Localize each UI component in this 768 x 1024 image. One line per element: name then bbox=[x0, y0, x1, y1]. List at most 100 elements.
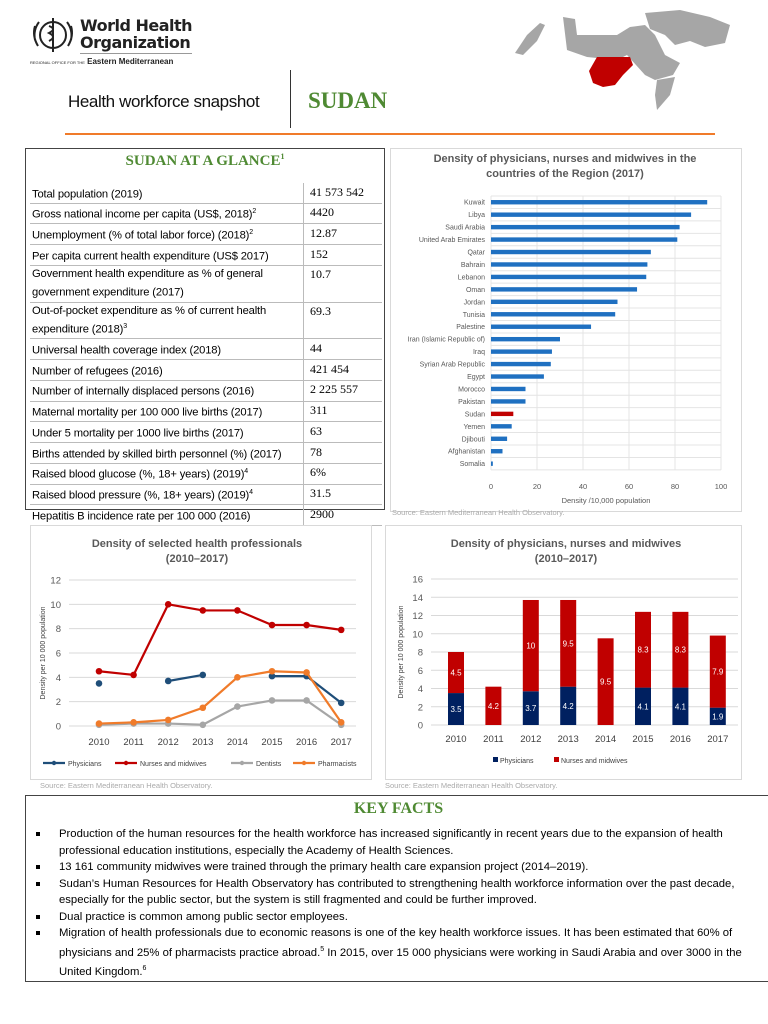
bar-physicians bbox=[448, 693, 464, 725]
fact-text: 13 161 community midwives were trained t… bbox=[59, 861, 589, 873]
indicator-label: Gross national income per capita (US$, 2… bbox=[30, 203, 304, 225]
indicator-value: 78 bbox=[303, 442, 382, 464]
data-label: 4.2 bbox=[563, 702, 575, 711]
y-tick-label: 0 bbox=[56, 722, 61, 733]
bar-physicians bbox=[709, 707, 726, 725]
indicator-value: 2900 bbox=[303, 504, 382, 527]
x-tick-label: 2014 bbox=[595, 734, 616, 745]
indicator-label-text: Universal health coverage index (2018) bbox=[32, 344, 221, 357]
table-row: Raised blood pressure (%, 18+ years) (20… bbox=[30, 484, 382, 506]
data-label: 9.5 bbox=[600, 678, 612, 687]
bar-qatar bbox=[491, 249, 651, 255]
indicator-label: Per capita current health expenditure (U… bbox=[30, 244, 304, 266]
data-point bbox=[337, 626, 345, 634]
indicator-label-text: Hepatitis B incidence rate per 100 000 (… bbox=[32, 510, 251, 523]
country-name: SUDAN bbox=[308, 88, 388, 113]
key-facts-panel: KEY FACTS Production of the human resour… bbox=[25, 795, 768, 982]
table-row: Total population (2019) 41 573 542 bbox=[30, 183, 382, 204]
indicator-label-text: Government health expenditure as % of ge… bbox=[32, 268, 263, 300]
list-item: Dual practice is common among public sec… bbox=[34, 909, 761, 926]
data-point bbox=[164, 677, 172, 685]
footnote-ref: 1 bbox=[280, 152, 285, 161]
document-title: Health workforce snapshot bbox=[68, 92, 260, 111]
bar-physicians bbox=[635, 687, 651, 725]
indicator-label-text: Unemployment (% of total labor force) (2… bbox=[32, 229, 250, 242]
data-point bbox=[234, 607, 241, 614]
data-point bbox=[199, 704, 207, 712]
category-label: Somalia bbox=[460, 461, 485, 468]
indicator-label-text: Births attended by skilled birth personn… bbox=[32, 448, 282, 461]
chart1-source: Source: Eastern Mediterranean Health Obs… bbox=[392, 508, 565, 517]
category-label: United Arab Emirates bbox=[419, 237, 486, 244]
data-label: 1.9 bbox=[712, 712, 724, 721]
table-row: Raised blood glucose (%, 18+ years) (201… bbox=[30, 463, 382, 485]
y-tick-label: 4 bbox=[56, 673, 61, 684]
category-label: Morocco bbox=[458, 386, 485, 393]
bar-afghanistan bbox=[491, 449, 503, 454]
list-item: 13 161 community midwives were trained t… bbox=[34, 859, 761, 876]
data-point bbox=[268, 621, 276, 629]
category-label: Lebanon bbox=[458, 274, 485, 281]
x-tick-label: 2011 bbox=[123, 737, 143, 748]
indicator-label: Births attended by skilled birth personn… bbox=[30, 442, 304, 464]
series-line-physicians bbox=[168, 673, 203, 683]
category-label: Saudi Arabia bbox=[445, 225, 485, 232]
category-label: Kuwait bbox=[464, 200, 485, 207]
legend-label: Pharmacists bbox=[318, 761, 357, 768]
legend-swatch bbox=[493, 757, 498, 762]
data-point bbox=[130, 671, 137, 679]
key-facts-list: Production of the human resources for th… bbox=[34, 826, 761, 980]
data-label: 4.1 bbox=[675, 702, 687, 711]
y-tick-label: 10 bbox=[50, 600, 61, 611]
category-label: Oman bbox=[466, 287, 485, 294]
category-label: Djibouti bbox=[462, 436, 486, 443]
table-row: Government health expenditure as % of ge… bbox=[30, 265, 382, 303]
chart-subtitle: (2010–2017) bbox=[166, 553, 229, 565]
data-point bbox=[95, 667, 103, 675]
data-point bbox=[303, 669, 310, 676]
list-item: Production of the human resources for th… bbox=[34, 826, 761, 859]
org-name-line1: World Health bbox=[80, 16, 193, 35]
y-tick-label: 12 bbox=[412, 611, 423, 622]
y-tick-label: 2 bbox=[418, 702, 423, 713]
data-label: 3.5 bbox=[450, 705, 462, 714]
x-tick-label: 2010 bbox=[445, 734, 466, 745]
indicator-label: Universal health coverage index (2018) bbox=[30, 338, 304, 361]
series-line-pharmacists bbox=[98, 670, 343, 725]
footnote-ref: 4 bbox=[249, 489, 253, 497]
legend-marker bbox=[51, 760, 57, 766]
y-tick-label: 4 bbox=[418, 684, 423, 695]
table-row: Gross national income per capita (US$, 2… bbox=[30, 203, 382, 225]
bar-bahrain bbox=[491, 262, 648, 267]
table-row: Under 5 mortality per 1000 live births (… bbox=[30, 421, 382, 444]
data-point bbox=[234, 703, 241, 710]
x-tick-label: 2011 bbox=[483, 734, 503, 745]
data-label: 4.2 bbox=[488, 702, 500, 711]
y-axis-label: Density per 10 000 population bbox=[40, 606, 47, 699]
legend-marker bbox=[123, 760, 129, 766]
indicators-table: Total population (2019) 41 573 542 Gross n… bbox=[30, 183, 382, 527]
indicator-label: Raised blood pressure (%, 18+ years) (20… bbox=[30, 484, 304, 506]
bar-morocco bbox=[491, 386, 526, 392]
data-point bbox=[234, 674, 241, 681]
data-point bbox=[337, 699, 345, 707]
bar-united-arab-emirates bbox=[491, 237, 678, 242]
data-point bbox=[199, 607, 207, 614]
y-tick-label: 16 bbox=[412, 575, 423, 586]
list-item: Sudan’s Human Resources for Health Obser… bbox=[34, 876, 761, 909]
bar-nurses-and-midwives bbox=[448, 652, 464, 694]
category-label: Sudan bbox=[465, 411, 485, 418]
list-item: Migration of health professionals due to… bbox=[34, 925, 761, 980]
data-label: 3.7 bbox=[525, 704, 537, 713]
table-row: Out-of-pocket expenditure as % of curren… bbox=[30, 302, 382, 340]
legend-marker bbox=[239, 760, 245, 766]
y-tick-label: 6 bbox=[418, 666, 423, 677]
table-row: Number of internally displaced persons (… bbox=[30, 380, 382, 402]
bar-saudi-arabia bbox=[491, 224, 680, 230]
chart-title: Density of physicians, nurses and midwiv… bbox=[451, 538, 681, 550]
bar-oman bbox=[491, 287, 638, 292]
category-label: Iraq bbox=[473, 349, 485, 356]
data-point bbox=[164, 716, 172, 724]
category-label: Palestine bbox=[456, 324, 485, 331]
